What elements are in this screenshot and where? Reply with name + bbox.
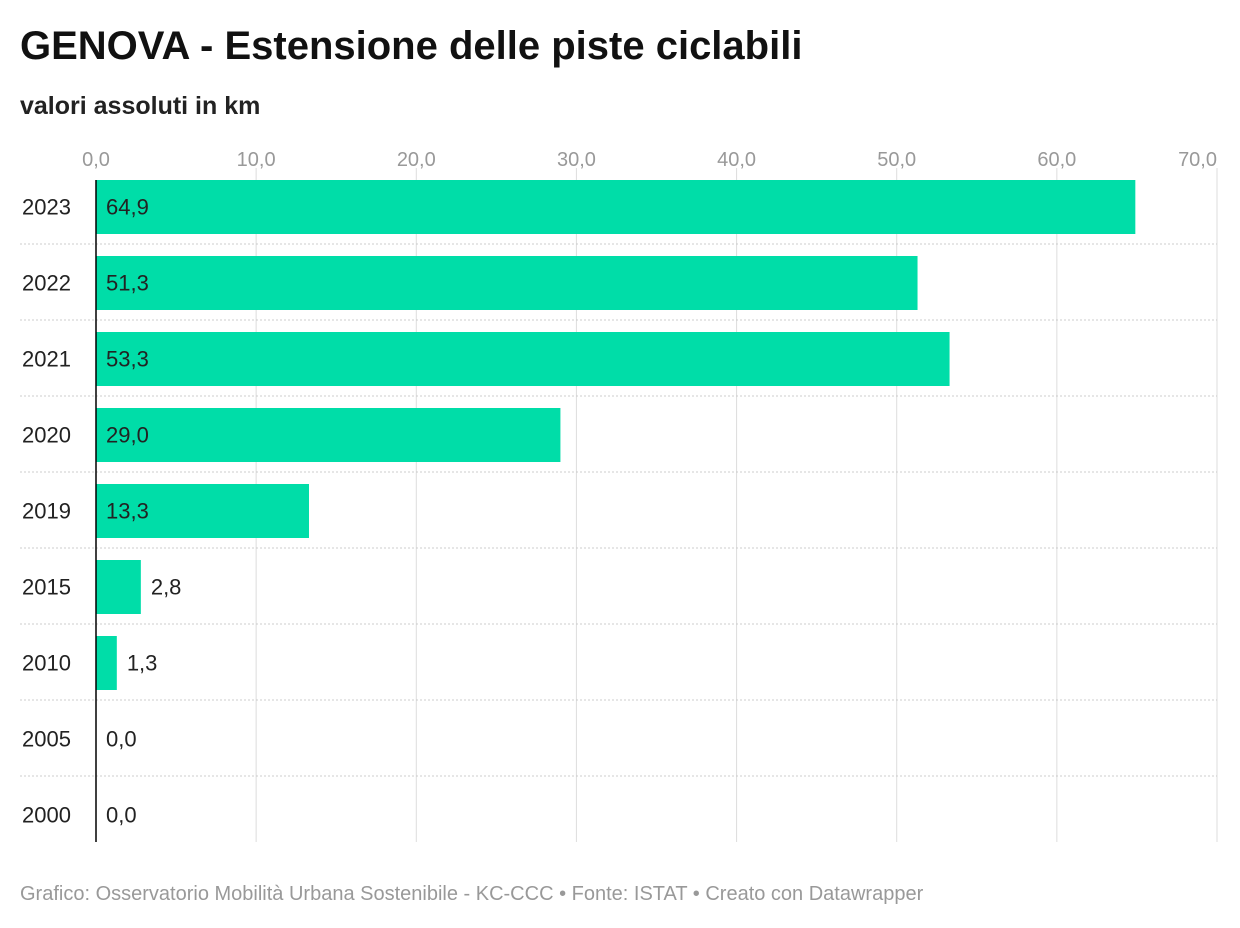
bar — [96, 408, 561, 462]
x-tick-label: 0,0 — [82, 149, 110, 171]
data-label: 13,3 — [106, 499, 149, 524]
bar — [96, 256, 918, 310]
bar — [96, 180, 1136, 234]
category-label: 2005 — [22, 727, 71, 752]
chart-footer-credit: Grafico: Osservatorio Mobilità Urbana So… — [20, 883, 924, 905]
bar — [96, 332, 950, 386]
x-axis-ticks: 0,0 10,0 20,0 30,0 40,0 50,0 60,0 70,0 — [82, 149, 1217, 171]
category-label: 2019 — [22, 499, 71, 524]
category-label: 2020 — [22, 423, 71, 448]
data-label: 53,3 — [106, 347, 149, 372]
data-label: 0,0 — [106, 803, 137, 828]
bars — [96, 180, 1136, 690]
chart-title: GENOVA - Estensione delle piste ciclabil… — [20, 24, 803, 68]
data-label: 0,0 — [106, 727, 137, 752]
x-tick-label: 10,0 — [237, 149, 276, 171]
category-label: 2021 — [22, 347, 71, 372]
row-separators — [20, 243, 1217, 777]
data-label: 29,0 — [106, 423, 149, 448]
x-tick-label: 30,0 — [557, 149, 596, 171]
x-tick-label: 70,0 — [1178, 149, 1217, 171]
category-label: 2000 — [22, 803, 71, 828]
x-tick-label: 50,0 — [877, 149, 916, 171]
data-label: 64,9 — [106, 195, 149, 220]
category-label: 2023 — [22, 195, 71, 220]
bar — [96, 636, 117, 690]
x-tick-label: 60,0 — [1037, 149, 1076, 171]
category-label: 2010 — [22, 651, 71, 676]
bar — [96, 560, 141, 614]
data-label: 2,8 — [151, 575, 182, 600]
bar — [96, 484, 309, 538]
x-tick-label: 40,0 — [717, 149, 756, 171]
chart-subtitle: valori assoluti in km — [20, 92, 261, 120]
category-label: 2015 — [22, 575, 71, 600]
category-label: 2022 — [22, 271, 71, 296]
labels: 2023 64,9 2022 51,3 2021 53,3 2020 29,0 2019 13,3… — [22, 195, 181, 828]
data-label: 1,3 — [127, 651, 158, 676]
data-label: 51,3 — [106, 271, 149, 296]
x-tick-label: 20,0 — [397, 149, 436, 171]
